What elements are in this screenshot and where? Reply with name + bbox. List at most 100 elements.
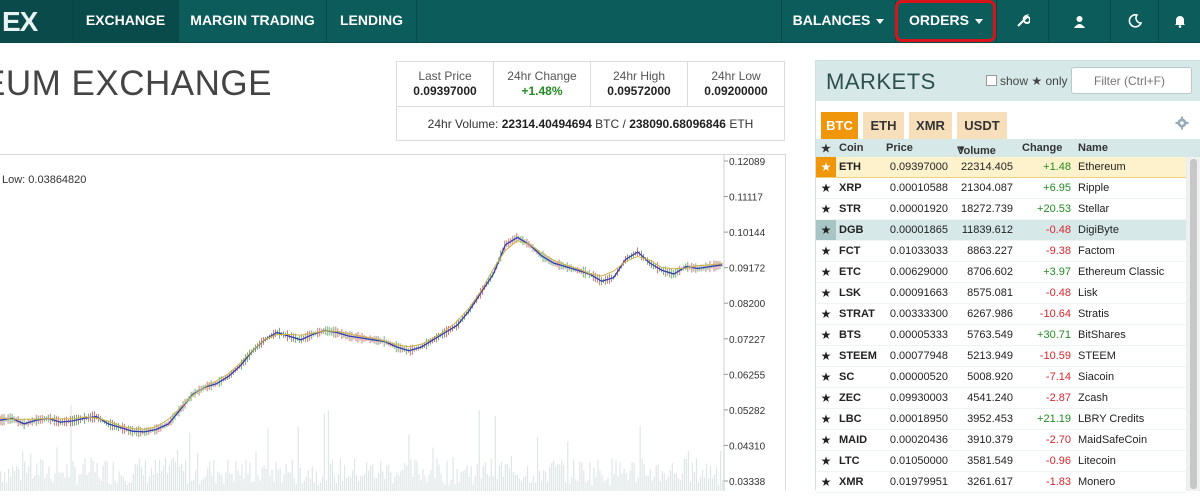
star-icon[interactable]: ★ — [820, 454, 832, 468]
col-name[interactable]: Name — [1078, 142, 1108, 154]
price-chart-svg[interactable]: 0.12089 0.11117 0.10144 0.09172 0.08200 0.072… — [0, 155, 786, 491]
market-row[interactable]: ★ STR 0.00001920 18272.739 +20.53 Stellar — [816, 199, 1186, 220]
star-icon[interactable]: ★ — [816, 220, 836, 240]
star-icon[interactable]: ★ — [820, 370, 832, 384]
nav-lending[interactable]: LENDING — [326, 0, 417, 43]
star-icon[interactable]: ★ — [820, 202, 832, 216]
volume-bar — [215, 482, 217, 491]
star-icon[interactable]: ★ — [820, 181, 832, 195]
nav-margin-trading[interactable]: MARGIN TRADING — [178, 0, 326, 43]
star-icon[interactable]: ★ — [820, 391, 832, 405]
volume-bar — [609, 484, 611, 491]
volume-bar — [88, 472, 90, 491]
market-row[interactable]: ★ BTS 0.00005333 5763.549 +30.71 BitShares — [816, 325, 1186, 346]
volume-bar — [287, 472, 289, 491]
tools-menu[interactable] — [996, 0, 1048, 43]
market-row[interactable]: ★ ZEC 0.09930003 4541.240 -2.87 Zcash — [816, 388, 1186, 409]
coin-symbol: STRAT — [839, 308, 875, 320]
volume-bar — [456, 469, 458, 491]
bell-icon — [1174, 16, 1185, 28]
star-icon[interactable]: ★ — [820, 265, 832, 279]
volume-bar — [585, 482, 587, 491]
star-column-icon[interactable]: ★ — [821, 143, 831, 155]
market-row[interactable]: ★ MAID 0.00020436 3910.379 -2.70 MaidSafeCoin — [816, 430, 1186, 451]
market-row[interactable]: ★ FCT 0.01033033 8863.227 -9.38 Factom — [816, 241, 1186, 262]
gear-icon[interactable] — [1175, 116, 1189, 130]
notifications-button[interactable] — [1158, 0, 1200, 43]
star-icon[interactable]: ★ — [820, 286, 832, 300]
market-row[interactable]: ★ ETH 0.09397000 22314.405 +1.48 Ethereum — [816, 157, 1186, 178]
volume-bar — [154, 459, 157, 491]
star-icon[interactable]: ★ — [820, 349, 832, 363]
volume-bar — [557, 463, 559, 491]
price-chart[interactable]: 0.12089 0.11117 0.10144 0.09172 0.08200 0.072… — [0, 154, 786, 491]
volume-bar — [615, 460, 617, 491]
volume-bar — [567, 441, 569, 491]
market-row[interactable]: ★ XRP 0.00010588 21304.087 +6.95 Ripple — [816, 178, 1186, 199]
volume-bar — [629, 470, 631, 491]
markets-scrollbar[interactable] — [1187, 157, 1200, 491]
markets-filter-input[interactable] — [1071, 67, 1192, 94]
market-row[interactable]: ★ LSK 0.00091663 8575.081 -0.48 Lisk — [816, 283, 1186, 304]
volume-bar — [438, 464, 440, 491]
volume-bar — [530, 482, 533, 491]
market-row[interactable]: ★ ETC 0.00629000 8706.602 +3.97 Ethereum Clas… — [816, 262, 1186, 283]
star-icon[interactable]: ★ — [820, 328, 832, 342]
volume-bar — [667, 476, 669, 491]
col-volume[interactable]: Volume ▼ — [957, 142, 996, 157]
col-price[interactable]: Price — [886, 142, 913, 154]
volume-bar — [599, 470, 601, 491]
star-icon[interactable]: ★ — [820, 433, 832, 447]
market-row[interactable]: ★ SC 0.00000520 5008.920 -7.14 Siacoin — [816, 367, 1186, 388]
market-row[interactable]: ★ LBC 0.00018950 3952.453 +21.19 LBRY Credits — [816, 409, 1186, 430]
market-row[interactable]: ★ DGB 0.00001865 11839.612 -0.48 DigiByte — [816, 220, 1186, 241]
market-row[interactable]: ★ STEEM 0.00077948 5213.949 -10.59 STEEM — [816, 346, 1186, 367]
show-starred-toggle[interactable]: show ★ only — [986, 74, 1067, 88]
volume-bar — [64, 477, 66, 491]
volume-bar — [140, 467, 142, 491]
coin-price: 0.00010588 — [889, 182, 948, 194]
col-change[interactable]: Change — [1022, 142, 1063, 154]
coin-price: 0.00018950 — [889, 413, 948, 425]
nav-exchange[interactable]: EXCHANGE — [72, 0, 178, 43]
star-icon[interactable]: ★ — [820, 244, 832, 258]
tab-btc[interactable]: BTC — [821, 112, 858, 139]
volume-bar — [400, 471, 402, 491]
col-coin[interactable]: Coin — [839, 142, 864, 154]
volume-bar — [183, 470, 185, 491]
tab-eth[interactable]: ETH — [863, 112, 904, 139]
coin-symbol: ETC — [839, 266, 861, 278]
tab-xmr[interactable]: XMR — [909, 112, 952, 139]
star-icon[interactable]: ★ — [820, 475, 832, 489]
scrollbar-thumb[interactable] — [1190, 159, 1197, 489]
volume-bar — [587, 480, 589, 491]
volume-bar — [174, 461, 177, 491]
coin-symbol: XRP — [839, 182, 862, 194]
volume-bar — [583, 470, 585, 491]
volume-bar — [641, 458, 643, 491]
coin-volume: 3261.617 — [967, 476, 1013, 488]
volume-bar — [472, 484, 474, 491]
star-icon[interactable]: ★ — [820, 307, 832, 321]
volume-bar — [653, 476, 655, 491]
nav-balances[interactable]: BALANCES — [781, 0, 895, 43]
volume-bar — [44, 478, 46, 491]
account-menu[interactable] — [1048, 0, 1110, 43]
market-row[interactable]: ★ STRAT 0.00333300 6267.986 -10.64 Stratis — [816, 304, 1186, 325]
star-icon[interactable]: ★ — [820, 412, 832, 426]
market-row[interactable]: ★ LTC 0.01050000 3581.549 -0.96 Litecoin — [816, 451, 1186, 472]
volume-bar — [695, 458, 698, 491]
tab-usdt[interactable]: USDT — [957, 112, 1007, 139]
show-starred-checkbox[interactable] — [986, 75, 997, 86]
coin-change: -1.83 — [1045, 476, 1071, 488]
volume-bar — [402, 469, 404, 491]
volume-bar — [661, 470, 663, 491]
volume-bar — [193, 480, 195, 491]
brand-logo[interactable]: EX — [0, 0, 72, 43]
coin-price: 0.01050000 — [889, 455, 948, 467]
volume-bar — [178, 466, 181, 491]
volume-bar — [251, 482, 253, 491]
theme-toggle[interactable] — [1110, 0, 1158, 43]
star-icon[interactable]: ★ — [816, 157, 836, 177]
markets-table-header: ★ Coin Price Volume ▼ Change Name — [816, 139, 1200, 157]
